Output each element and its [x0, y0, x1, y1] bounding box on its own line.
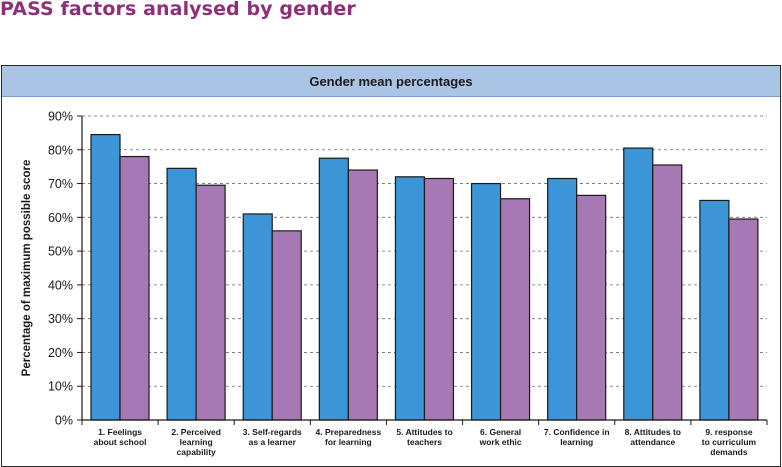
bar [318, 157, 349, 421]
category-label: 4. Preparedness for learning [316, 427, 382, 447]
chart-title: Gender mean percentages [309, 73, 473, 89]
y-tick-label: 0% [55, 414, 73, 428]
y-tick-label: 40% [48, 278, 73, 292]
y-tick-label: 60% [48, 211, 73, 225]
bar [728, 218, 759, 421]
category-label: 3. Self-regards as a learner [243, 427, 302, 447]
y-tick-label: 20% [48, 346, 73, 360]
category-label: 2. Perceived learning capability [171, 427, 221, 457]
bar [699, 199, 730, 421]
bar [576, 194, 607, 421]
y-tick-label: 90% [48, 110, 73, 124]
chart-frame: Gender mean percentages 0% 10% 20% 30% 40% 50… [1, 65, 781, 467]
bar [119, 155, 150, 421]
bar [470, 182, 502, 421]
chart-title-bar: Gender mean percentages [2, 66, 780, 97]
y-tick-label: 50% [48, 245, 73, 259]
category-label: 5. Attitudes to teachers [396, 427, 452, 447]
bar-chart: 0% 10% 20% 30% 40% 50% 60% 70% 80% 90% 1. Feelings… [21, 110, 768, 457]
category-label: 9. response to curriculum demands [702, 427, 757, 457]
category-label: 1. Feelings about school [94, 427, 147, 447]
bar [423, 177, 455, 421]
y-tick-label: 80% [48, 143, 73, 157]
category-label: 7. Confidence in learning [544, 427, 610, 447]
category-label: 6. General work ethic [479, 427, 522, 447]
bar [166, 167, 197, 421]
y-tick-label: 70% [48, 177, 73, 191]
bar [394, 176, 426, 421]
bar [90, 133, 121, 421]
bar [547, 177, 578, 421]
bar [242, 213, 273, 421]
y-axis-label: Percentage of maximum possible score [21, 160, 33, 377]
y-tick-label: 10% [48, 380, 73, 394]
bar [195, 184, 226, 421]
bar [347, 169, 378, 421]
bar [271, 230, 302, 421]
bar [652, 164, 683, 421]
category-label: 8. Attitudes to attendance [625, 427, 681, 447]
bar [499, 198, 531, 421]
bar [623, 147, 654, 421]
page-title: PASS factors analysed by gender [0, 0, 356, 20]
y-tick-label: 30% [48, 312, 73, 326]
